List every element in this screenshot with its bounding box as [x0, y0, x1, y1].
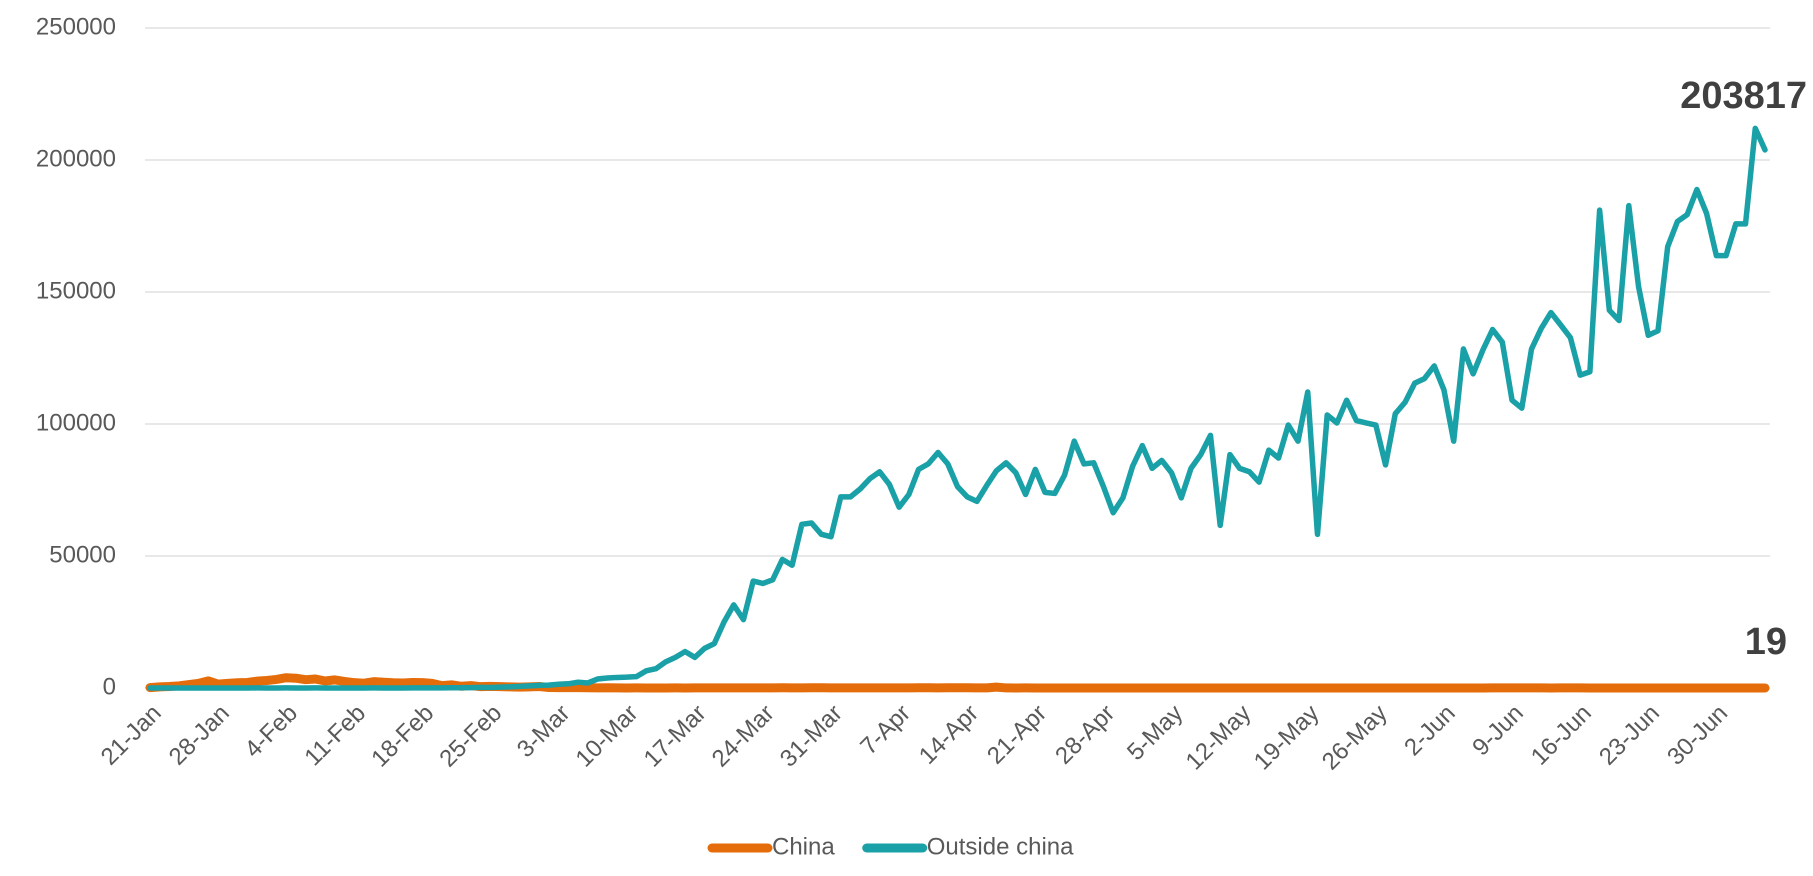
x-tick-label: 23-Jun [1594, 700, 1665, 771]
x-tick-label: 21-Jan [96, 700, 167, 771]
x-tick-label: 14-Apr [914, 700, 984, 770]
x-tick-label: 3-Mar [512, 700, 575, 763]
x-tick-label: 5-May [1122, 700, 1188, 766]
y-tick-label: 200000 [36, 145, 116, 172]
x-tick-label: 19-May [1249, 700, 1325, 776]
x-tick-label: 4-Feb [240, 700, 303, 763]
x-tick-label: 9-Jun [1467, 700, 1529, 762]
x-tick-label: 7-Apr [855, 700, 916, 761]
x-tick-label: 25-Feb [434, 700, 507, 773]
y-tick-label: 150000 [36, 277, 116, 304]
data-label: 203817 [1680, 75, 1807, 117]
x-tick-label: 2-Jun [1399, 700, 1461, 762]
x-tick-label: 28-Jan [164, 700, 235, 771]
x-tick-label: 26-May [1317, 700, 1393, 776]
y-tick-label: 50000 [49, 541, 116, 568]
x-tick-label: 18-Feb [366, 700, 439, 773]
x-tick-label: 17-Mar [639, 700, 712, 773]
x-tick-label: 10-Mar [571, 700, 644, 773]
x-tick-label: 30-Jun [1662, 700, 1733, 771]
legend-label: Outside china [927, 833, 1074, 860]
labels: 0 50000 100000 150000 200000 250000 21-Jan28-J… [36, 13, 1807, 860]
legend-label: China [772, 833, 835, 860]
x-tick-label: 21-Apr [982, 700, 1052, 770]
x-tick-label: 28-Apr [1050, 700, 1120, 770]
y-tick-label: 100000 [36, 409, 116, 436]
plot-area [145, 125, 1770, 693]
line-series [147, 125, 1768, 691]
y-tick-label: 0 [103, 673, 116, 700]
x-tick-label: 31-Mar [775, 700, 848, 773]
line-series [145, 673, 1770, 693]
x-tick-label: 11-Feb [299, 700, 371, 772]
x-tick-label: 16-Jun [1526, 700, 1597, 771]
grid [145, 27, 1770, 689]
data-label: 19 [1745, 621, 1787, 663]
x-tick-label: 12-May [1181, 700, 1257, 776]
y-tick-label: 250000 [36, 13, 116, 40]
x-tick-label: 24-Mar [707, 700, 780, 773]
